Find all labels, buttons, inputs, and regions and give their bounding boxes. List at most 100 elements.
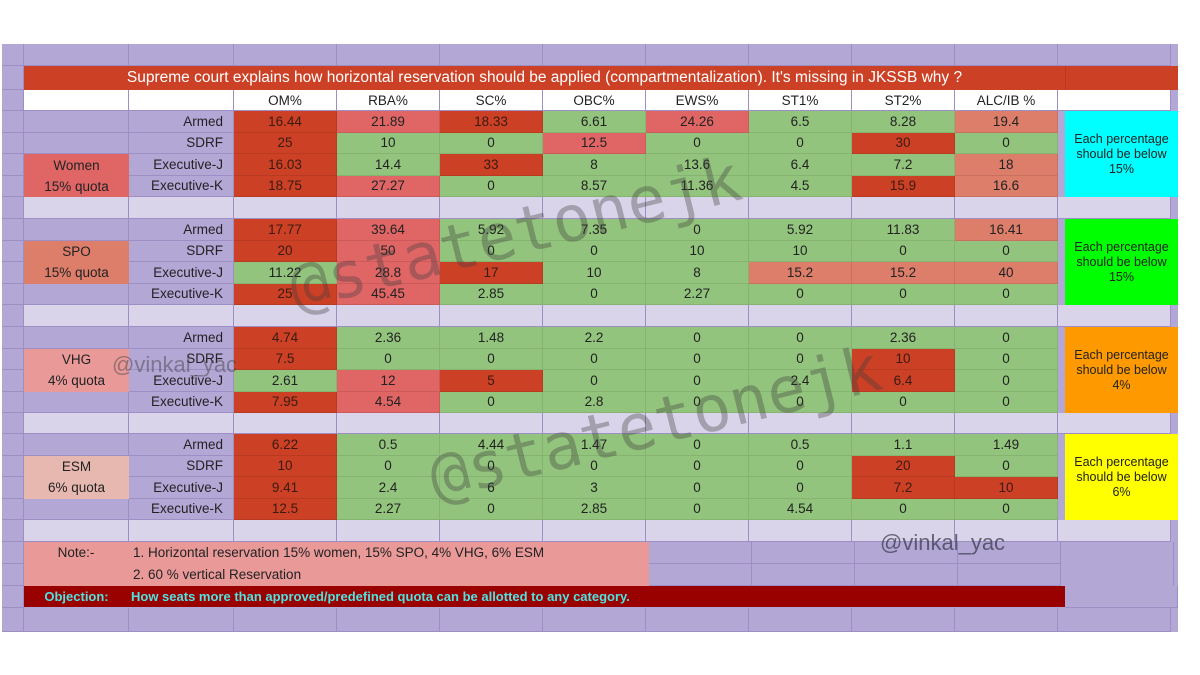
value-cell[interactable]: 18.33: [440, 111, 543, 133]
row-label[interactable]: SDRF: [129, 132, 234, 154]
cell[interactable]: [646, 413, 749, 434]
value-cell[interactable]: 8: [646, 262, 749, 284]
group-label-esm[interactable]: ESM 6% quota: [24, 455, 129, 499]
cell[interactable]: [129, 608, 234, 632]
value-cell[interactable]: 0: [543, 240, 646, 262]
value-cell[interactable]: 4.5: [749, 175, 852, 197]
row-header[interactable]: [2, 175, 24, 197]
cell[interactable]: [955, 44, 1058, 66]
value-cell[interactable]: 25: [234, 283, 337, 305]
cell[interactable]: [24, 305, 129, 327]
cell[interactable]: [852, 197, 955, 219]
cell[interactable]: [749, 520, 852, 542]
row-label[interactable]: Armed: [129, 327, 234, 349]
cell[interactable]: [955, 305, 1058, 327]
value-cell[interactable]: 21.89: [337, 111, 440, 133]
column-header-obc[interactable]: OBC%: [543, 90, 646, 111]
cell[interactable]: [129, 305, 234, 327]
value-cell[interactable]: 10: [749, 240, 852, 262]
row-label[interactable]: Executive-K: [129, 175, 234, 197]
group-label-spo[interactable]: SPO 15% quota: [24, 240, 129, 284]
cell[interactable]: [855, 564, 958, 586]
value-cell[interactable]: 1.48: [440, 327, 543, 349]
column-header-rba[interactable]: RBA%: [337, 90, 440, 111]
value-cell[interactable]: 10: [955, 477, 1058, 499]
value-cell[interactable]: 0: [646, 370, 749, 392]
cell[interactable]: [543, 305, 646, 327]
row-header[interactable]: [2, 434, 24, 456]
value-cell[interactable]: 39.64: [337, 219, 440, 241]
row-header[interactable]: [2, 90, 24, 111]
value-cell[interactable]: 0: [646, 498, 749, 520]
row-label[interactable]: Executive-J: [129, 477, 234, 499]
cell[interactable]: [1058, 197, 1171, 219]
quota-note-women[interactable]: Each percentage should be below 15%: [1065, 111, 1178, 197]
column-header-st2[interactable]: ST2%: [852, 90, 955, 111]
cell[interactable]: [543, 197, 646, 219]
cell[interactable]: [129, 413, 234, 434]
value-cell[interactable]: 0: [852, 240, 955, 262]
row-header[interactable]: [2, 219, 24, 241]
row-label[interactable]: Executive-J: [129, 262, 234, 284]
value-cell[interactable]: 0: [543, 348, 646, 370]
cell[interactable]: [752, 564, 855, 586]
value-cell[interactable]: 0: [955, 391, 1058, 413]
value-cell[interactable]: 25: [234, 132, 337, 154]
value-cell[interactable]: 6.4: [749, 154, 852, 176]
row-header[interactable]: [2, 262, 24, 284]
notes-label[interactable]: Note:-: [24, 542, 129, 564]
group-label-vhg[interactable]: VHG 4% quota: [24, 348, 129, 392]
cell[interactable]: [24, 520, 129, 542]
value-cell[interactable]: 0: [955, 240, 1058, 262]
value-cell[interactable]: 10: [646, 240, 749, 262]
row-header[interactable]: [2, 586, 24, 608]
row-header[interactable]: [2, 111, 24, 133]
value-cell[interactable]: 0: [749, 455, 852, 477]
value-cell[interactable]: 0: [646, 132, 749, 154]
value-cell[interactable]: 2.4: [337, 477, 440, 499]
cell[interactable]: [440, 305, 543, 327]
value-cell[interactable]: 4.54: [337, 391, 440, 413]
value-cell[interactable]: 0: [852, 498, 955, 520]
cell[interactable]: [24, 391, 129, 413]
cell[interactable]: [852, 305, 955, 327]
cell[interactable]: [1065, 66, 1178, 90]
value-cell[interactable]: 0: [440, 175, 543, 197]
row-header[interactable]: [2, 564, 24, 586]
value-cell[interactable]: 0: [749, 132, 852, 154]
value-cell[interactable]: 7.2: [852, 154, 955, 176]
cell[interactable]: [129, 520, 234, 542]
row-header[interactable]: [2, 608, 24, 632]
value-cell[interactable]: 27.27: [337, 175, 440, 197]
value-cell[interactable]: 12.5: [543, 132, 646, 154]
value-cell[interactable]: 12.5: [234, 498, 337, 520]
value-cell[interactable]: 7.95: [234, 391, 337, 413]
value-cell[interactable]: 0: [440, 132, 543, 154]
cell[interactable]: [646, 608, 749, 632]
cell[interactable]: [129, 197, 234, 219]
value-cell[interactable]: 4.44: [440, 434, 543, 456]
cell[interactable]: [129, 90, 234, 111]
cell[interactable]: [852, 520, 955, 542]
row-header[interactable]: [2, 305, 24, 327]
value-cell[interactable]: 0: [440, 240, 543, 262]
cell[interactable]: [1058, 413, 1171, 434]
row-header[interactable]: [2, 132, 24, 154]
value-cell[interactable]: 0: [646, 391, 749, 413]
cell[interactable]: [337, 520, 440, 542]
cell[interactable]: [955, 608, 1058, 632]
value-cell[interactable]: 0: [749, 477, 852, 499]
value-cell[interactable]: 10: [337, 132, 440, 154]
value-cell[interactable]: 0: [955, 348, 1058, 370]
value-cell[interactable]: 17: [440, 262, 543, 284]
cell[interactable]: [1061, 542, 1174, 564]
row-label[interactable]: Executive-K: [129, 498, 234, 520]
cell[interactable]: [646, 197, 749, 219]
value-cell[interactable]: 2.27: [337, 498, 440, 520]
row-label[interactable]: Armed: [129, 434, 234, 456]
row-header[interactable]: [2, 66, 24, 90]
cell[interactable]: [749, 413, 852, 434]
cell[interactable]: [440, 413, 543, 434]
value-cell[interactable]: 0: [440, 455, 543, 477]
value-cell[interactable]: 0: [852, 391, 955, 413]
